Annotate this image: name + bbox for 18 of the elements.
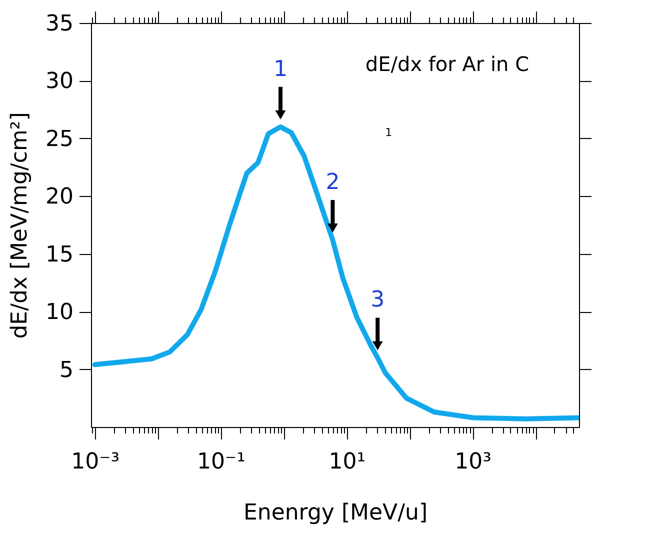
y-tick-label: 30: [46, 69, 74, 94]
y-tick-label: 35: [46, 12, 74, 36]
y-tick-label: 5: [60, 358, 74, 383]
x-axis-title: Enenrgy [MeV/u]: [243, 500, 428, 526]
x-tick-label: 10⁻³: [71, 450, 120, 474]
annotation: 1: [385, 126, 392, 139]
y-tick-label: 15: [46, 242, 74, 268]
x-tick-label: 10³: [454, 450, 492, 474]
annotation: 1: [274, 56, 288, 82]
annotation: dE/dx for Ar in C: [365, 52, 530, 76]
y-tick-label: 20: [46, 184, 74, 210]
annotation: 3: [370, 288, 385, 313]
y-tick-label: 25: [46, 126, 74, 152]
x-tick-label: 10⁻¹: [197, 450, 246, 474]
x-tick-label: 10¹: [328, 450, 366, 474]
y-tick-label: 10: [46, 300, 74, 326]
y-axis-title: dE/dx [MeV/mg/cm²]: [8, 112, 33, 339]
annotation: 2: [326, 170, 340, 196]
